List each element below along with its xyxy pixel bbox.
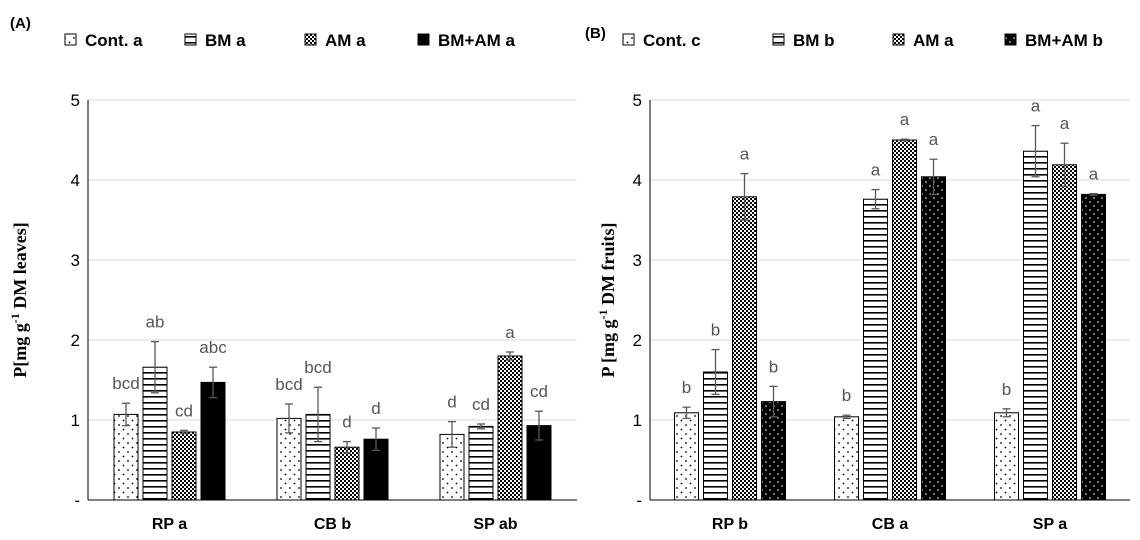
legend-swatch [304,33,317,46]
significance-label: b [711,321,720,340]
bar [1081,193,1106,501]
y-tick-label: 1 [71,411,80,430]
bar [834,416,859,501]
legend-label: AM a [913,31,954,50]
y-axis-label-prefix: P [mg g [598,319,618,377]
significance-label: cd [530,382,548,401]
significance-label: bcd [112,374,139,393]
bar [732,196,757,501]
legend-label: BM a [205,31,246,50]
y-tick-label: 2 [633,331,642,350]
significance-label: a [929,130,939,149]
bar [468,425,494,501]
bar [305,413,331,501]
y-tick-label: 3 [633,251,642,270]
x-category-label: CB b [314,516,352,533]
significance-label: b [842,386,851,405]
legend-swatch [184,33,197,46]
significance-label: a [740,145,750,164]
legend-swatch [772,33,785,46]
significance-label: a [900,110,910,129]
y-tick-label: 3 [71,251,80,270]
significance-label: d [371,399,380,418]
significance-label: d [342,413,351,432]
y-tick-label: 4 [71,171,80,190]
legend-swatch [622,33,635,46]
x-category-label: RP b [712,516,748,533]
bar [334,446,360,501]
x-category-label: CB a [872,516,909,533]
bar [497,355,523,501]
bar [171,431,197,501]
significance-label: bcd [304,358,331,377]
bar [674,412,699,501]
significance-label: cd [175,401,193,420]
y-tick-label: - [74,491,80,510]
significance-label: a [871,161,881,180]
significance-label: a [1060,114,1070,133]
legend-label: BM+AM a [438,31,516,50]
y-axis-label: P[mg g-1 DM leaves] [8,222,30,377]
y-axis-label-superscript: -1 [596,309,610,319]
bar [1023,150,1048,501]
x-category-label: RP a [152,516,187,533]
significance-label: a [505,323,515,342]
panel-label-b: (B) [585,25,606,42]
significance-label: b [682,378,691,397]
x-category-label: SP ab [473,516,517,533]
bar [994,412,1019,501]
significance-label: bcd [275,375,302,394]
y-tick-label: 4 [633,171,642,190]
y-tick-label: - [636,491,642,510]
significance-label: abc [199,338,227,357]
legend-swatch [417,33,430,46]
legend-label: BM b [793,31,835,50]
significance-label: b [1002,380,1011,399]
bar [1052,164,1077,501]
bar [113,413,139,501]
significance-label: cd [472,395,490,414]
y-axis-label-superscript: -1 [8,313,22,323]
significance-label: a [1089,165,1099,184]
bar [892,139,917,501]
bar [761,401,786,501]
y-axis-label-prefix: P[mg g [10,323,30,377]
legend-swatch [1004,33,1017,46]
y-axis-label: P [mg g-1 DM fruits] [596,223,618,378]
significance-label: a [1031,97,1041,116]
legend-label: BM+AM b [1025,31,1103,50]
y-axis-label-suffix: DM leaves] [10,222,30,313]
y-tick-label: 2 [71,331,80,350]
x-category-label: SP a [1033,516,1068,533]
significance-label: b [769,357,778,376]
y-tick-label: 5 [633,91,642,110]
y-axis-label-suffix: DM fruits] [598,223,618,310]
significance-label: d [447,393,456,412]
y-tick-label: 5 [71,91,80,110]
panel-label-a: (A) [10,15,31,32]
bar [200,381,226,501]
legend-swatch [892,33,905,46]
legend-label: AM a [325,31,366,50]
legend-label: Cont. c [643,31,701,50]
bar [921,176,946,501]
significance-label: ab [146,313,165,332]
y-tick-label: 1 [633,411,642,430]
legend-swatch [64,33,77,46]
bar [863,198,888,501]
legend-label: Cont. a [85,31,143,50]
